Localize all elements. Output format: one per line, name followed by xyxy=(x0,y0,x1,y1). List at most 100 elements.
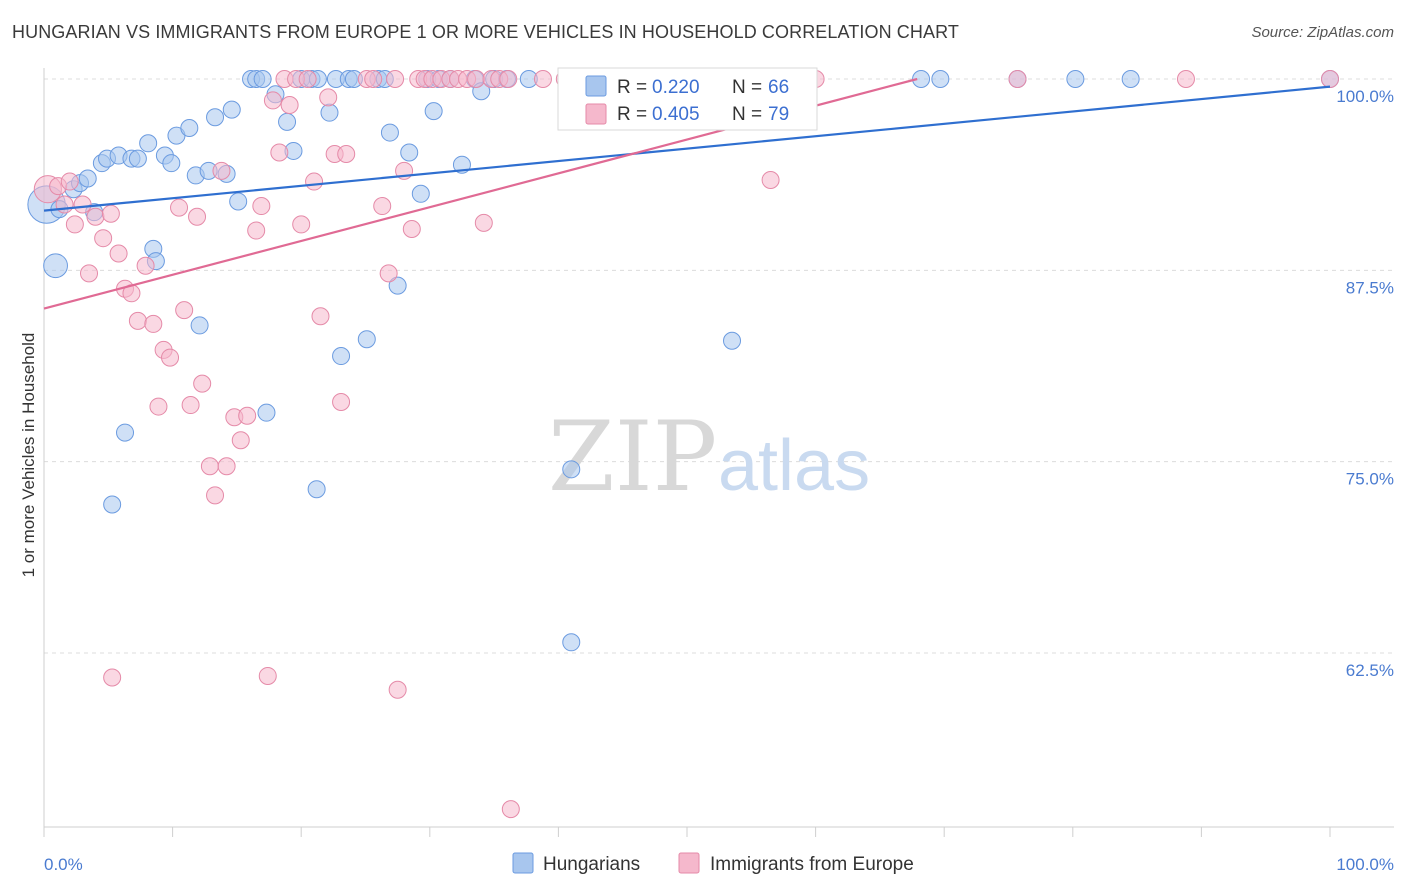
point-immigrants xyxy=(280,96,299,115)
point-hungarians xyxy=(562,633,581,652)
watermark-atlas: atlas xyxy=(718,426,870,506)
legend-n-value-immigrants: 79 xyxy=(768,104,789,125)
legend-n-label: N = xyxy=(732,104,762,125)
point-immigrants xyxy=(55,195,74,214)
point-hungarians xyxy=(257,403,276,422)
series-immigrants-from-europe xyxy=(33,70,1339,819)
x-tick-label-min: 0.0% xyxy=(44,855,83,874)
point-immigrants xyxy=(60,172,79,191)
legend-swatch-hungarians xyxy=(585,75,607,97)
point-hungarians xyxy=(180,118,199,137)
point-immigrants xyxy=(175,301,194,320)
point-immigrants xyxy=(337,145,356,164)
point-immigrants xyxy=(149,397,168,416)
point-immigrants xyxy=(231,431,250,450)
y-tick-labels: 62.5% 75.0% 87.5% 100.0% xyxy=(1336,87,1394,680)
point-immigrants xyxy=(1176,70,1195,88)
legend-n-value-hungarians: 66 xyxy=(768,77,789,98)
point-immigrants xyxy=(103,668,122,687)
legend-swatch-immigrants xyxy=(585,103,607,125)
series-legend: Hungarians Immigrants from Europe xyxy=(512,852,914,875)
point-immigrants xyxy=(200,457,219,476)
point-immigrants xyxy=(80,264,99,283)
point-immigrants xyxy=(319,88,338,107)
point-hungarians xyxy=(931,70,950,88)
point-immigrants xyxy=(373,197,392,216)
point-hungarians xyxy=(103,495,122,514)
point-hungarians xyxy=(562,460,581,479)
watermark: ZIP atlas xyxy=(548,401,870,513)
point-immigrants xyxy=(65,215,84,234)
point-hungarians xyxy=(1121,70,1140,88)
point-immigrants xyxy=(501,800,520,819)
bottom-legend-swatch-hungarians xyxy=(512,852,534,874)
y-axis-label: 1 or more Vehicles in Household xyxy=(19,333,38,578)
point-immigrants xyxy=(263,91,282,110)
point-hungarians xyxy=(206,108,225,127)
x-tick-labels: 0.0% 100.0% xyxy=(44,855,1394,874)
point-immigrants xyxy=(533,70,552,88)
legend-r-value-immigrants: 0.405 xyxy=(652,104,700,125)
point-hungarians xyxy=(253,70,272,88)
point-hungarians xyxy=(723,331,742,350)
series-hungarians xyxy=(27,70,1339,652)
point-immigrants xyxy=(212,161,231,180)
point-immigrants xyxy=(170,198,189,217)
point-immigrants xyxy=(467,70,486,88)
point-immigrants xyxy=(1321,70,1339,88)
point-hungarians xyxy=(332,347,351,366)
y-tick-label: 87.5% xyxy=(1346,278,1394,297)
point-immigrants xyxy=(258,666,277,685)
point-hungarians xyxy=(190,316,209,335)
point-immigrants xyxy=(101,204,120,223)
point-immigrants xyxy=(247,221,266,240)
watermark-zip: ZIP xyxy=(548,401,717,513)
point-hungarians xyxy=(1066,70,1085,88)
point-immigrants xyxy=(474,213,493,232)
point-immigrants xyxy=(252,197,271,216)
point-hungarians xyxy=(380,123,399,142)
point-hungarians xyxy=(116,423,135,442)
point-immigrants xyxy=(136,256,155,275)
y-tick-label: 62.5% xyxy=(1346,661,1394,680)
stats-legend: R = 0.220 N = 66 R = 0.405 N = 79 xyxy=(557,67,818,131)
point-immigrants xyxy=(109,244,128,263)
point-immigrants xyxy=(298,70,317,88)
source-credit: Source: ZipAtlas.com xyxy=(1251,24,1394,41)
point-hungarians xyxy=(912,70,931,88)
point-immigrants xyxy=(379,264,398,283)
point-immigrants xyxy=(144,314,163,333)
point-hungarians xyxy=(388,276,407,295)
point-immigrants xyxy=(128,311,147,330)
point-immigrants xyxy=(270,143,289,162)
gridlines xyxy=(44,78,1394,654)
y-tick-label: 75.0% xyxy=(1346,470,1394,489)
point-hungarians xyxy=(139,134,158,153)
point-hungarians xyxy=(320,103,339,122)
point-hungarians xyxy=(400,143,419,162)
point-hungarians xyxy=(411,184,430,203)
point-hungarians xyxy=(222,100,241,119)
point-hungarians xyxy=(307,480,326,499)
point-immigrants xyxy=(332,392,351,411)
point-immigrants xyxy=(238,406,257,425)
point-hungarians xyxy=(357,330,376,349)
point-immigrants xyxy=(305,172,324,191)
point-immigrants xyxy=(386,70,405,88)
chart-title: HUNGARIAN VS IMMIGRANTS FROM EUROPE 1 OR… xyxy=(12,22,959,42)
point-hungarians xyxy=(278,112,297,131)
point-immigrants xyxy=(311,307,330,326)
bottom-legend-label-hungarians: Hungarians xyxy=(543,854,640,875)
legend-r-label: R = xyxy=(617,104,647,125)
point-immigrants xyxy=(181,396,200,415)
trend-line-hungarians xyxy=(43,85,1331,212)
point-hungarians xyxy=(424,102,443,121)
point-immigrants xyxy=(161,348,180,367)
point-immigrants xyxy=(188,207,207,226)
point-immigrants xyxy=(364,70,383,88)
point-immigrants xyxy=(499,70,518,88)
point-hungarians xyxy=(229,192,248,211)
x-tick-label-max: 100.0% xyxy=(1336,855,1394,874)
point-immigrants xyxy=(761,171,780,190)
